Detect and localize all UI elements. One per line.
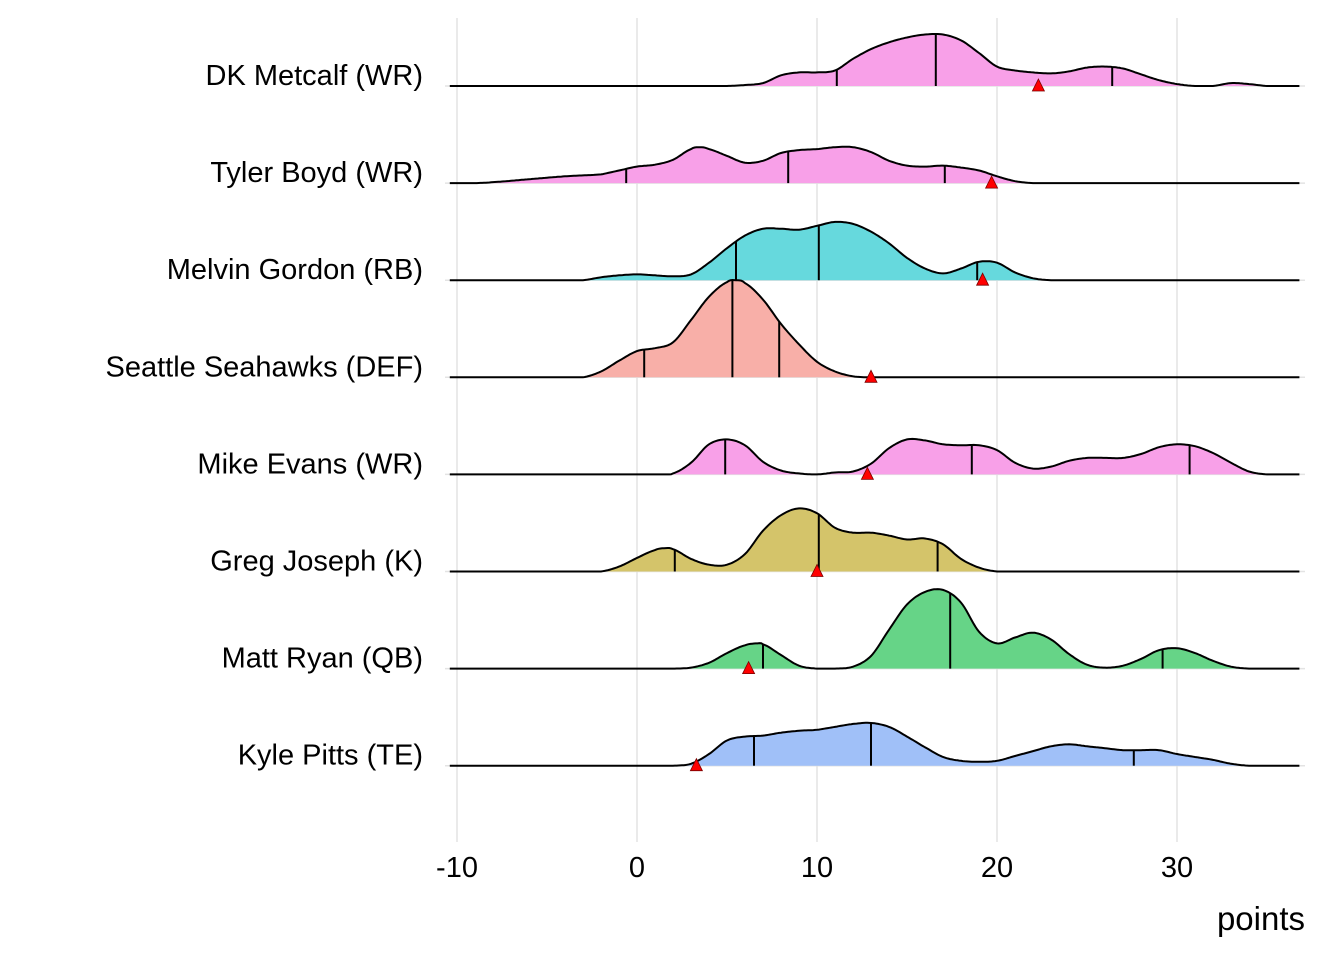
actual-points-marker [741,660,756,674]
actual-points-marker [1031,78,1046,92]
y-axis-label: Melvin Gordon (RB) [167,254,423,286]
x-tick-label: 0 [629,852,645,884]
ridge-greg-joseph-k [449,507,1300,577]
y-axis-label: Greg Joseph (K) [210,546,423,578]
actual-points-marker [984,175,999,189]
x-tick-label: -10 [436,852,478,884]
density-area [449,438,1300,475]
actual-points-marker [975,272,990,286]
x-tick-label: 10 [801,852,833,884]
density-area [449,508,1300,572]
actual-points-marker [860,466,875,480]
x-tick-label: 20 [981,852,1013,884]
y-axis-label: Kyle Pitts (TE) [238,740,423,772]
x-axis-title: points [1217,900,1305,937]
x-axis-ticks: -10 0 10 20 30 [436,852,1193,884]
actual-points-marker [864,369,878,383]
y-axis-label: DK Metcalf (WR) [206,60,424,92]
ridge-kyle-pitts-te [449,721,1300,772]
ridge-tyler-boyd-wr [449,145,1300,189]
density-outline [449,33,1300,87]
gridlines [445,18,1305,842]
density-outline [449,145,1300,185]
ridges [449,33,1300,772]
density-area [449,280,1300,378]
density-area [449,34,1300,86]
x-tick-label: 30 [1161,852,1193,884]
y-axis-label: Seattle Seahawks (DEF) [105,351,423,383]
ridge-dk-metcalf-wr [449,33,1300,92]
density-area [449,146,1300,184]
density-outline [449,588,1300,670]
actual-points-marker [810,563,824,577]
density-area [449,722,1300,766]
y-axis-labels: DK Metcalf (WR) Tyler Boyd (WR) Melvin Gor… [105,60,423,772]
y-axis-label: Mike Evans (WR) [197,448,423,480]
density-outline [449,278,1300,379]
density-outline [449,721,1300,767]
density-area [449,589,1300,669]
density-outline [449,507,1300,573]
ridge-mike-evans-wr [449,437,1300,480]
y-axis-label: Matt Ryan (QB) [222,643,423,675]
density-outline [449,220,1300,282]
y-axis-label: Tyler Boyd (WR) [210,157,423,189]
density-outline [449,437,1300,476]
ridge-matt-ryan-qb [449,588,1300,674]
density-area [449,221,1300,281]
ridge-seattle-seahawks-def [449,278,1300,383]
actual-points-marker [689,757,704,772]
ridge-melvin-gordon-rb [449,220,1300,286]
